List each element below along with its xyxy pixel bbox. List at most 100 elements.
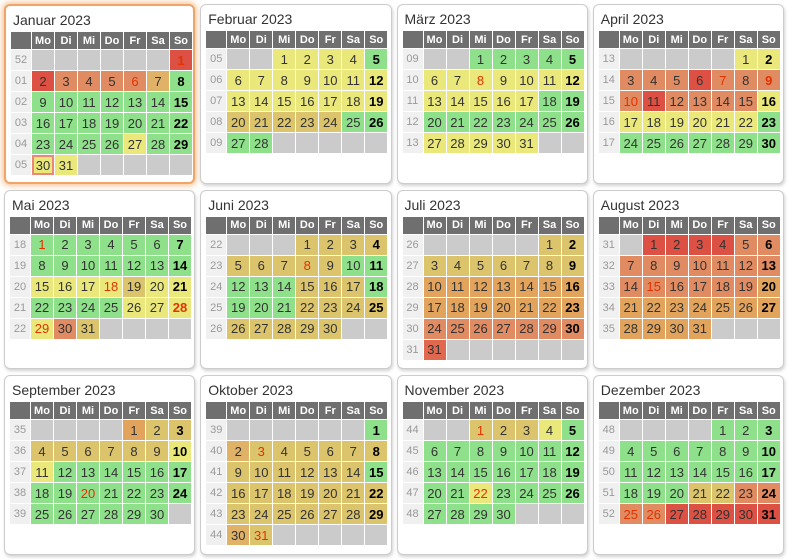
day-cell-holiday[interactable]: 8 bbox=[469, 70, 492, 90]
day-cell[interactable]: 3 bbox=[169, 420, 191, 441]
day-cell[interactable]: 18 bbox=[446, 297, 469, 318]
day-cell[interactable]: 30 bbox=[757, 133, 780, 153]
day-cell[interactable]: 6 bbox=[492, 255, 515, 276]
day-cell-holiday[interactable]: 22 bbox=[469, 483, 492, 504]
day-cell[interactable]: 27 bbox=[492, 318, 515, 339]
day-cell[interactable]: 10 bbox=[250, 462, 273, 483]
day-cell-holiday[interactable]: 26 bbox=[642, 504, 665, 525]
day-cell[interactable]: 8 bbox=[273, 70, 296, 90]
day-cell[interactable]: 26 bbox=[296, 504, 319, 525]
day-cell[interactable]: 18 bbox=[342, 91, 365, 111]
day-cell[interactable]: 21 bbox=[169, 276, 191, 297]
day-cell[interactable]: 9 bbox=[734, 441, 757, 462]
day-cell[interactable]: 10 bbox=[515, 70, 538, 90]
day-cell[interactable]: 23 bbox=[492, 112, 515, 132]
day-cell[interactable]: 23 bbox=[227, 504, 250, 525]
day-cell[interactable]: 25 bbox=[31, 504, 53, 525]
day-cell[interactable]: 19 bbox=[734, 276, 757, 297]
day-cell[interactable]: 30 bbox=[319, 318, 342, 339]
day-cell[interactable]: 26 bbox=[665, 133, 688, 153]
day-cell[interactable]: 26 bbox=[734, 297, 757, 318]
day-cell[interactable]: 3 bbox=[515, 420, 538, 441]
day-cell[interactable]: 18 bbox=[642, 112, 665, 132]
day-cell[interactable]: 25 bbox=[273, 504, 296, 525]
day-cell[interactable]: 14 bbox=[342, 462, 365, 483]
day-cell[interactable]: 28 bbox=[342, 504, 365, 525]
day-cell[interactable]: 12 bbox=[296, 462, 319, 483]
day-cell[interactable]: 16 bbox=[561, 276, 584, 297]
day-cell[interactable]: 5 bbox=[734, 234, 757, 255]
day-cell[interactable]: 20 bbox=[319, 483, 342, 504]
day-cell[interactable]: 23 bbox=[734, 483, 757, 504]
day-cell[interactable]: 20 bbox=[146, 276, 168, 297]
day-cell[interactable]: 15 bbox=[734, 91, 757, 111]
day-cell[interactable]: 12 bbox=[665, 91, 688, 111]
day-cell[interactable]: 27 bbox=[757, 297, 780, 318]
day-cell[interactable]: 7 bbox=[100, 441, 122, 462]
day-cell[interactable]: 13 bbox=[492, 276, 515, 297]
day-cell[interactable]: 2 bbox=[665, 234, 688, 255]
day-cell[interactable]: 21 bbox=[515, 297, 538, 318]
day-cell[interactable]: 4 bbox=[78, 71, 100, 91]
day-cell[interactable]: 3 bbox=[757, 420, 780, 441]
day-cell[interactable]: 18 bbox=[538, 462, 561, 483]
day-cell[interactable]: 27 bbox=[688, 133, 711, 153]
day-cell[interactable]: 19 bbox=[561, 462, 584, 483]
day-cell[interactable]: 27 bbox=[77, 504, 99, 525]
day-cell[interactable]: 17 bbox=[515, 91, 538, 111]
day-cell[interactable]: 10 bbox=[423, 276, 446, 297]
day-cell[interactable]: 26 bbox=[469, 318, 492, 339]
day-cell[interactable]: 6 bbox=[665, 441, 688, 462]
day-cell[interactable]: 22 bbox=[170, 113, 192, 133]
day-cell[interactable]: 4 bbox=[538, 49, 561, 69]
day-cell[interactable]: 3 bbox=[688, 234, 711, 255]
day-cell[interactable]: 13 bbox=[319, 462, 342, 483]
day-cell[interactable]: 10 bbox=[169, 441, 191, 462]
day-cell[interactable]: 18 bbox=[365, 276, 388, 297]
day-cell[interactable]: 25 bbox=[642, 133, 665, 153]
day-cell[interactable]: 14 bbox=[250, 91, 273, 111]
day-cell[interactable]: 4 bbox=[365, 234, 388, 255]
day-cell[interactable]: 21 bbox=[446, 483, 469, 504]
day-cell[interactable]: 2 bbox=[54, 234, 76, 255]
day-cell[interactable]: 16 bbox=[32, 113, 54, 133]
day-cell[interactable]: 12 bbox=[101, 92, 123, 112]
day-cell[interactable]: 31 bbox=[77, 318, 99, 339]
day-cell[interactable]: 1 bbox=[734, 49, 757, 69]
day-cell[interactable]: 14 bbox=[515, 276, 538, 297]
day-cell[interactable]: 13 bbox=[124, 92, 146, 112]
day-cell[interactable]: 8 bbox=[538, 255, 561, 276]
day-cell[interactable]: 31 bbox=[55, 155, 77, 175]
day-cell[interactable]: 1 bbox=[711, 420, 734, 441]
day-cell[interactable]: 12 bbox=[365, 70, 388, 90]
day-cell[interactable]: 16 bbox=[54, 276, 76, 297]
day-cell[interactable]: 7 bbox=[169, 234, 191, 255]
day-cell-holiday[interactable]: 29 bbox=[31, 318, 53, 339]
day-cell[interactable]: 5 bbox=[227, 255, 250, 276]
day-cell[interactable]: 3 bbox=[342, 234, 365, 255]
day-cell[interactable]: 28 bbox=[273, 318, 296, 339]
day-cell[interactable]: 13 bbox=[757, 255, 780, 276]
day-cell[interactable]: 22 bbox=[31, 297, 53, 318]
day-cell[interactable]: 10 bbox=[55, 92, 77, 112]
day-cell[interactable]: 11 bbox=[538, 441, 561, 462]
day-cell[interactable]: 28 bbox=[446, 504, 469, 525]
day-cell[interactable]: 7 bbox=[342, 441, 365, 462]
day-cell[interactable]: 2 bbox=[227, 441, 250, 462]
day-cell[interactable]: 28 bbox=[446, 133, 469, 153]
day-cell[interactable]: 2 bbox=[32, 71, 54, 91]
day-cell[interactable]: 21 bbox=[100, 483, 122, 504]
day-cell[interactable]: 20 bbox=[665, 483, 688, 504]
day-cell[interactable]: 31 bbox=[688, 318, 711, 339]
day-cell[interactable]: 15 bbox=[296, 276, 319, 297]
day-cell[interactable]: 4 bbox=[446, 255, 469, 276]
day-cell[interactable]: 16 bbox=[665, 276, 688, 297]
day-cell[interactable]: 2 bbox=[319, 234, 342, 255]
day-cell[interactable]: 8 bbox=[711, 441, 734, 462]
day-cell[interactable]: 18 bbox=[538, 91, 561, 111]
day-cell[interactable]: 21 bbox=[250, 112, 273, 132]
day-cell[interactable]: 21 bbox=[273, 297, 296, 318]
day-cell-holiday[interactable]: 15 bbox=[642, 276, 665, 297]
day-cell[interactable]: 23 bbox=[54, 297, 76, 318]
day-cell[interactable]: 6 bbox=[77, 441, 99, 462]
